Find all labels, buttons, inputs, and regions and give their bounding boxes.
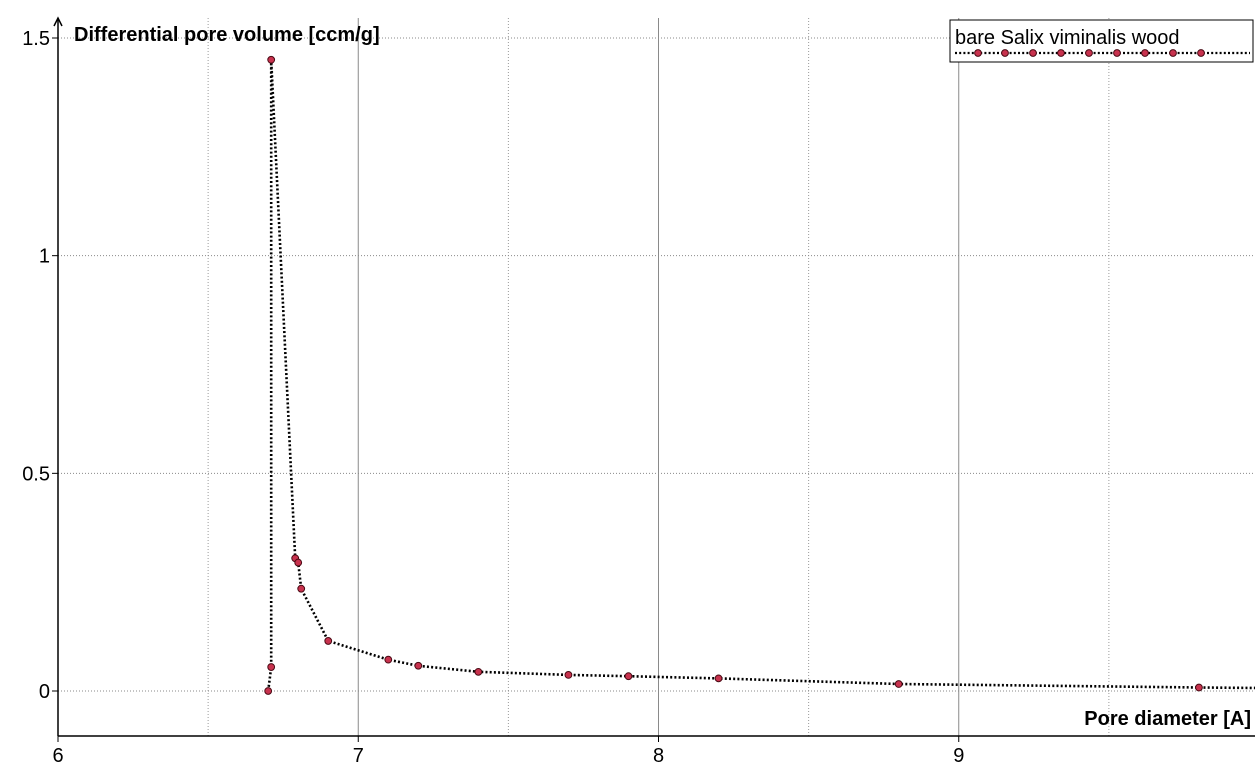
data-point bbox=[714, 674, 723, 683]
legend-marker bbox=[1001, 49, 1009, 57]
y-axis-title: Differential pore volume [ccm/g] bbox=[74, 24, 380, 46]
y-tick-label: 0.5 bbox=[22, 463, 50, 485]
data-point bbox=[414, 661, 423, 670]
y-tick-label: 1 bbox=[39, 246, 50, 268]
x-tick-label: 6 bbox=[52, 745, 63, 766]
y-tick-label: 1.5 bbox=[22, 28, 50, 50]
legend-marker bbox=[974, 49, 982, 57]
legend-marker bbox=[1141, 49, 1149, 57]
series-layer bbox=[264, 55, 1255, 695]
labels-layer: Differential pore volume [ccm/g] Pore di… bbox=[74, 24, 1251, 730]
ticks-layer: 0 0.5 1 1.5 6 7 8 9 bbox=[22, 28, 964, 767]
grid-layer bbox=[58, 18, 1255, 736]
legend: bare Salix viminalis wood bbox=[949, 19, 1254, 63]
x-tick-label: 9 bbox=[953, 745, 964, 766]
data-point bbox=[894, 680, 903, 688]
data-point bbox=[1195, 683, 1203, 692]
legend-marker bbox=[1197, 49, 1205, 57]
data-point bbox=[267, 55, 276, 64]
legend-marker bbox=[1113, 49, 1121, 57]
data-point bbox=[294, 558, 303, 567]
legend-marker bbox=[1057, 49, 1065, 57]
legend-sample bbox=[955, 49, 1250, 57]
x-axis-title: Pore diameter [A] bbox=[1084, 708, 1251, 730]
legend-label: bare Salix viminalis wood bbox=[955, 27, 1180, 49]
y-axis-arrow-icon bbox=[53, 16, 63, 27]
data-point bbox=[297, 584, 306, 593]
x-tick-label: 8 bbox=[653, 745, 664, 766]
data-point bbox=[564, 670, 573, 679]
data-point bbox=[267, 663, 276, 671]
data-point bbox=[624, 672, 633, 681]
legend-marker bbox=[1029, 49, 1037, 57]
series-line bbox=[266, 59, 1255, 692]
data-point bbox=[384, 655, 393, 664]
data-point bbox=[324, 637, 333, 645]
legend-marker bbox=[1169, 49, 1177, 57]
y-tick-label: 0 bbox=[39, 681, 50, 703]
x-tick-label: 7 bbox=[353, 745, 364, 766]
axes-layer bbox=[53, 16, 1255, 737]
legend-marker bbox=[1085, 49, 1093, 57]
data-point bbox=[474, 667, 483, 676]
data-point bbox=[264, 687, 273, 695]
